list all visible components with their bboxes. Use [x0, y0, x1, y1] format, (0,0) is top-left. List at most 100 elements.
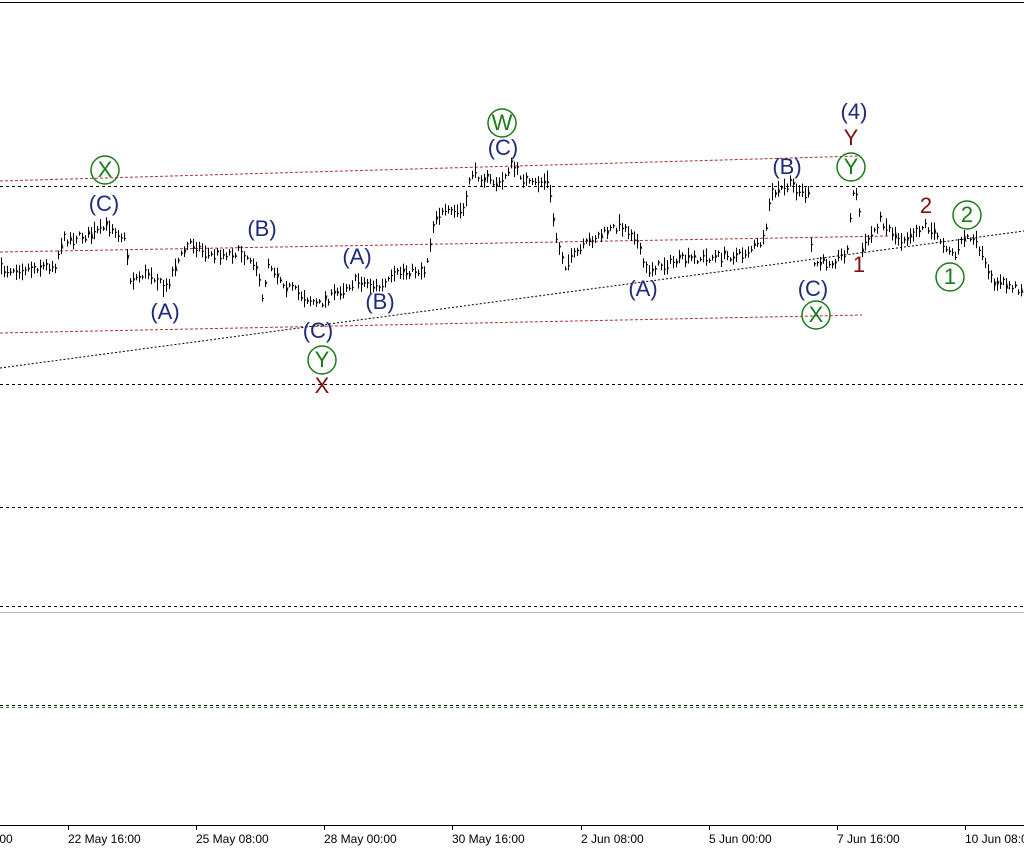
price-tick [802, 191, 805, 194]
price-tick [622, 227, 625, 230]
price-tick [694, 254, 697, 258]
price-tick [703, 254, 706, 257]
x-tick-label: 7 Jun 16:00 [837, 832, 900, 846]
price-tick [880, 215, 883, 219]
price-tick [151, 276, 154, 280]
wave-circle [90, 155, 120, 185]
price-tick [754, 242, 757, 247]
price-tick [451, 208, 454, 211]
price-tick [364, 281, 367, 284]
wave-label: X [315, 373, 330, 398]
price-tick [883, 225, 886, 229]
price-tick [448, 208, 451, 211]
price-tick [871, 233, 874, 237]
price-tick [295, 286, 298, 289]
price-tick [76, 237, 79, 240]
price-tick [10, 271, 13, 274]
price-tick [565, 268, 568, 270]
price-tick [820, 261, 823, 267]
price-tick [784, 187, 787, 190]
price-tick [415, 270, 418, 274]
price-tick [787, 188, 790, 191]
price-tick [343, 292, 346, 295]
price-tick [847, 247, 850, 250]
price-tick [538, 181, 541, 183]
price-tick [127, 254, 130, 261]
price-tick [778, 187, 781, 193]
price-bars [1, 157, 1024, 308]
price-tick [34, 265, 37, 268]
channel-line [0, 314, 863, 334]
price-tick [664, 268, 667, 270]
price-tick [553, 217, 556, 223]
price-tick [547, 180, 550, 184]
price-tick [487, 173, 490, 179]
price-tick [529, 179, 532, 182]
price-tick [277, 273, 280, 280]
price-tick [832, 263, 835, 267]
price-tick [979, 249, 982, 252]
price-tick [517, 165, 520, 169]
price-tick [769, 201, 772, 205]
price-tick [163, 284, 166, 287]
price-tick [31, 265, 34, 269]
price-tick [805, 196, 808, 199]
price-tick [307, 299, 310, 302]
price-tick [907, 236, 910, 242]
price-tick [985, 261, 988, 264]
wave-label: (4) [841, 99, 868, 124]
price-tick [910, 232, 913, 238]
price-tick [856, 193, 859, 196]
price-tick [967, 234, 970, 237]
price-tick [361, 281, 364, 286]
price-tick [421, 266, 424, 270]
x-axis: 21 May 00:00 22 May 16:00 25 May 08:00 28 M… [0, 826, 1024, 846]
price-tick [958, 249, 961, 251]
price-tick [496, 181, 499, 188]
price-tick [346, 286, 349, 290]
price-tick [706, 259, 709, 262]
price-tick [862, 247, 865, 253]
price-tick [4, 270, 7, 274]
price-tick [757, 243, 760, 245]
price-tick [328, 301, 331, 304]
price-tick [40, 265, 43, 269]
price-tick [1000, 281, 1003, 285]
x-tick-label: 10 Jun 08:00 [965, 832, 1024, 846]
price-tick [928, 230, 931, 233]
price-tick [712, 256, 715, 259]
price-tick [598, 233, 601, 235]
price-tick [1003, 278, 1006, 281]
price-tick [595, 237, 598, 240]
price-tick [895, 231, 898, 239]
price-tick [853, 191, 856, 195]
price-tick [232, 254, 235, 258]
price-tick [532, 180, 535, 183]
price-tick [250, 259, 253, 262]
price-tick [301, 296, 304, 299]
price-tick [184, 249, 187, 255]
price-tick [106, 220, 109, 227]
price-tick [571, 254, 574, 258]
price-tick [28, 267, 31, 270]
price-tick [628, 233, 631, 236]
price-tick [526, 175, 529, 180]
price-tick [733, 255, 736, 259]
price-tick [700, 258, 703, 261]
price-tick [256, 266, 259, 270]
wave-label: X [98, 157, 113, 182]
price-tick [436, 216, 439, 222]
price-tick [658, 261, 661, 264]
wave-circle [801, 300, 831, 330]
price-tick [13, 270, 16, 272]
level-lines [0, 186, 1024, 708]
wave-label: (B) [365, 289, 394, 314]
wave-label: 1 [853, 252, 865, 277]
price-tick [673, 261, 676, 264]
price-tick [316, 300, 319, 304]
wave-label: (C) [303, 318, 334, 343]
price-tick [799, 191, 802, 194]
price-tick [172, 269, 175, 271]
